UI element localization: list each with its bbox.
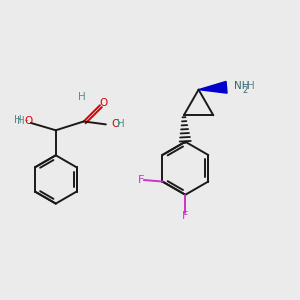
Text: H: H — [78, 92, 86, 102]
Text: O: O — [111, 119, 119, 129]
Text: H: H — [117, 119, 125, 129]
Polygon shape — [199, 81, 227, 93]
Text: O: O — [99, 98, 108, 108]
Text: 2: 2 — [242, 86, 248, 95]
Text: F: F — [182, 211, 188, 221]
Text: O: O — [25, 116, 33, 126]
Text: -: - — [25, 116, 28, 126]
Text: NH: NH — [234, 81, 249, 92]
Text: H: H — [247, 81, 254, 92]
Text: F: F — [138, 175, 144, 185]
Text: H: H — [14, 115, 22, 125]
Text: H: H — [16, 116, 24, 126]
